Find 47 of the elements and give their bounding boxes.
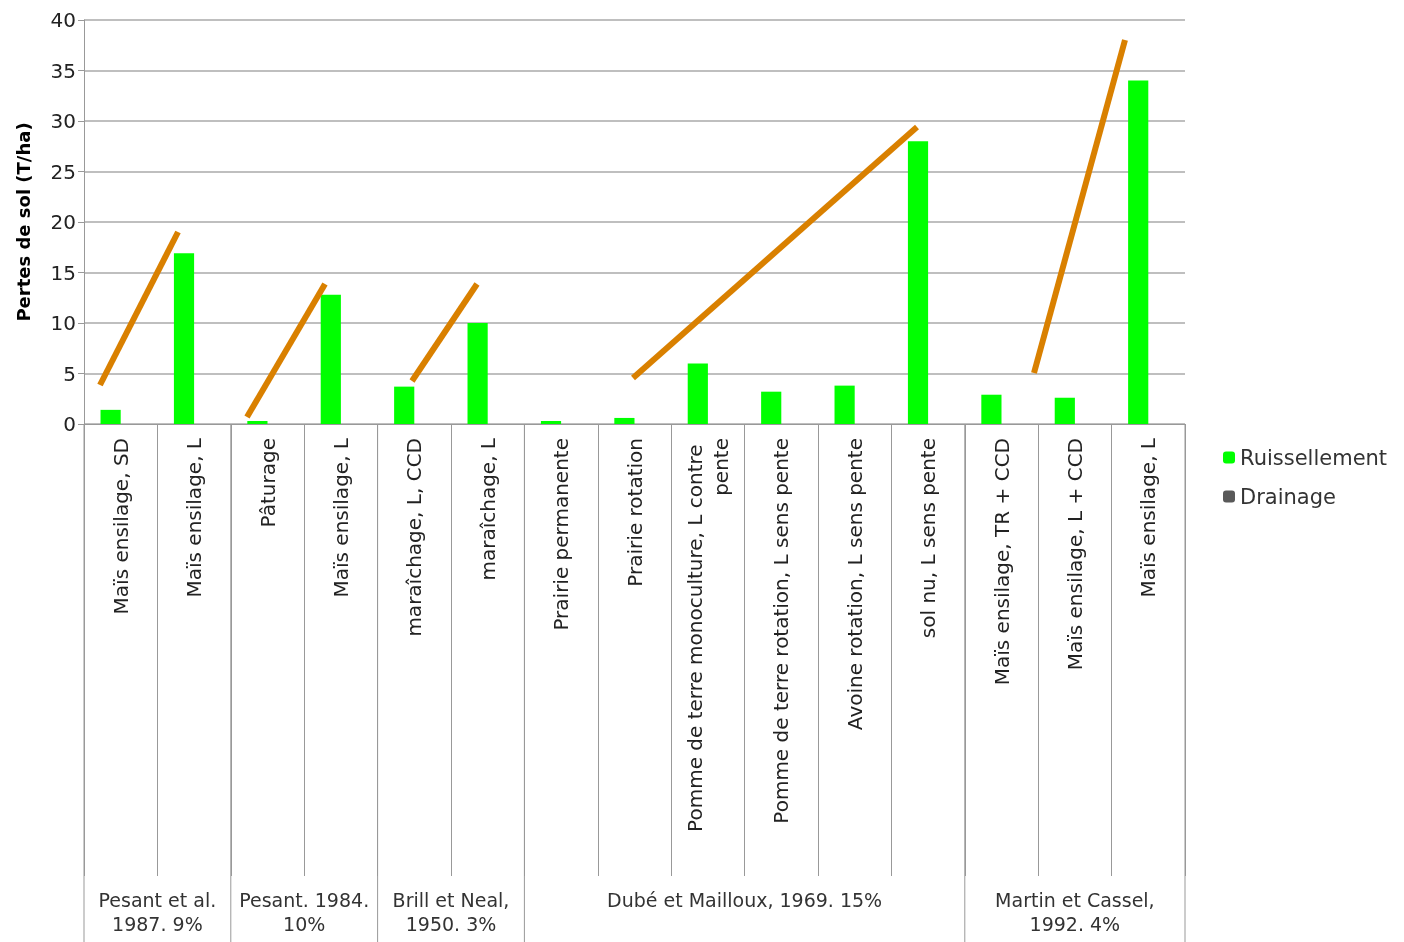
x-tick-label: Prairie permanente (549, 438, 574, 631)
y-tick-label: 20 (50, 210, 76, 234)
bar (540, 420, 562, 424)
x-tick-label: Maïs ensilage, L + CCD (1062, 438, 1087, 671)
y-tick-label: 15 (50, 260, 76, 285)
x-tick-label: Maïs ensilage, L (328, 437, 353, 598)
x-tick-label: Prairie rotation (622, 438, 647, 587)
y-tick-label: 35 (50, 58, 76, 83)
x-tick-label: Pomme de terre monoculture, L contre pente (682, 438, 733, 832)
bar (394, 386, 415, 424)
bar (1128, 80, 1149, 424)
text: Brill et Neal, 1950. 3% (391, 888, 511, 936)
bar (320, 294, 341, 424)
x-tick-label: maraîchage, L (475, 437, 500, 581)
text: Pesant et al. 1987. 9% (97, 888, 218, 936)
bar (614, 417, 635, 424)
bar (173, 253, 195, 424)
legend-label: Drainage (1240, 484, 1336, 509)
y-tick-label: 30 (50, 109, 76, 133)
x-tick-label: maraîchage, L, CCD (402, 438, 427, 637)
bar (834, 385, 855, 424)
x-tick-label: Maïs ensilage, L (182, 437, 207, 598)
bar (1054, 397, 1075, 424)
y-tick-label: 10 (50, 311, 76, 335)
y-tick-label: 0 (63, 412, 76, 436)
x-tick-label: Maïs ensilage, SD (108, 438, 133, 615)
x-tick-label: Pâturage (255, 438, 280, 528)
text: Martin et Cassel, 1992. 4% (994, 888, 1156, 936)
bar (761, 391, 782, 424)
x-tick-label: sol nu, L sens pente (916, 438, 941, 639)
bar (247, 420, 268, 424)
legend-label: Ruissellement (1240, 445, 1388, 470)
bar (100, 409, 121, 424)
x-tick-label: Avoine rotation, L sens pente (842, 438, 867, 731)
x-tick-label: Maïs ensilage, L (1136, 437, 1161, 598)
y-axis-title: Pertes de sol (T/ha) (12, 122, 34, 322)
y-tick-label: 40 (50, 8, 76, 32)
bar (467, 323, 488, 424)
y-tick-label: 5 (63, 361, 76, 386)
bar (907, 141, 929, 424)
text: Pesant. 1984. 10% (238, 888, 371, 936)
x-tick-label: Pomme de terre rotation, L sens pente (769, 438, 794, 824)
y-tick-label: 25 (50, 159, 76, 184)
x-tick-label: Maïs ensilage, TR + CCD (989, 438, 1014, 686)
bar (981, 394, 1002, 424)
bar (687, 363, 708, 424)
text: Dubé et Mailloux, 1969. 15% (606, 888, 884, 912)
